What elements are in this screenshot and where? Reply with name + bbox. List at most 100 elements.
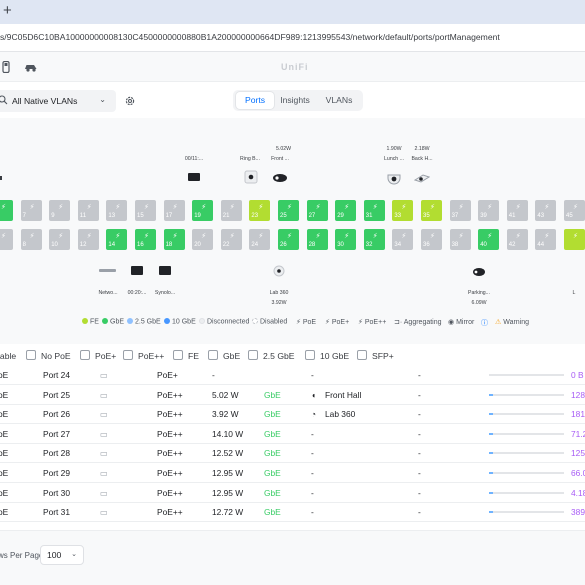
switch-port[interactable]: ⚡ 17 — [163, 200, 185, 221]
switch-port[interactable]: ⚡ 35 — [421, 200, 442, 221]
switch-port[interactable]: ⚡ 34 — [392, 229, 414, 250]
switch-port[interactable]: ⚡ 43 — [535, 200, 557, 221]
checkbox[interactable] — [248, 350, 258, 360]
device-label[interactable]: Lunch ... — [384, 156, 404, 162]
switch-port[interactable]: ⚡ 30 — [335, 229, 357, 250]
filter-chip[interactable]: SFP+ — [357, 346, 394, 366]
filter-chip[interactable]: GbE — [208, 346, 240, 366]
switch-port[interactable]: ⚡ 23 — [249, 200, 271, 221]
switch-port[interactable]: ⚡ 20 — [192, 229, 214, 250]
filter-chip[interactable]: PoE++ — [123, 346, 164, 366]
table-row[interactable]: oE Port 31 PoE++ 12.72 W GbE - - 389 ▭ — [0, 502, 585, 523]
table-row[interactable]: oE Port 28 PoE++ 12.52 W GbE - - 125 ▭ — [0, 443, 585, 464]
doorbell-device-icon[interactable] — [244, 170, 258, 184]
switch-port[interactable]: ⚡ 18 — [163, 229, 185, 250]
checkbox[interactable] — [173, 350, 183, 360]
filter-chip[interactable]: lable — [0, 346, 16, 366]
switch-port[interactable]: ⚡ 22 — [220, 229, 242, 250]
switch-port[interactable]: ⚡ 14 — [106, 229, 128, 250]
filter-chip[interactable]: PoE+ — [80, 346, 116, 366]
switch-port[interactable]: ⚡ — [564, 229, 585, 250]
address-bar[interactable]: s/9C05D6C10BA10000000008130C450000000088… — [0, 24, 585, 52]
switch-port[interactable]: ⚡ 11 — [77, 200, 99, 221]
switch-port[interactable]: ⚡ — [0, 229, 13, 250]
client-device-icon[interactable] — [0, 172, 6, 184]
filter-chip[interactable]: FE — [173, 346, 199, 366]
device-label[interactable]: Lab 360 — [269, 290, 289, 296]
gear-icon[interactable] — [124, 95, 136, 107]
switch-port[interactable]: ⚡ 21 — [220, 200, 242, 221]
device-label[interactable]: Parking... — [468, 290, 490, 296]
switch-port[interactable]: ⚡ 33 — [392, 200, 414, 221]
device-label[interactable]: Ring B... — [240, 156, 260, 162]
url-text[interactable]: s/9C05D6C10BA10000000008130C450000000088… — [0, 32, 500, 42]
switch-port[interactable]: ⚡ 38 — [449, 229, 471, 250]
switch-port[interactable]: ⚡ 29 — [335, 200, 357, 221]
switch-port[interactable]: ⚡ — [0, 200, 13, 221]
checkbox[interactable] — [305, 350, 315, 360]
checkbox[interactable] — [80, 350, 90, 360]
vehicle-icon[interactable] — [24, 61, 38, 73]
switch-port[interactable]: ⚡ 16 — [135, 229, 156, 250]
table-row[interactable]: oE Port 29 PoE++ 12.95 W GbE - - 66.0 ▭ — [0, 463, 585, 483]
rows-per-page-select[interactable]: 100 ⌄ — [40, 545, 84, 565]
switch-port[interactable]: ⚡ 24 — [249, 229, 271, 250]
switch-port[interactable]: ⚡ 42 — [506, 229, 528, 250]
camera-device-icon[interactable] — [414, 172, 430, 184]
switch-port[interactable]: ⚡ 45 — [564, 200, 585, 221]
filter-chip[interactable]: No PoE — [26, 346, 71, 366]
device-label[interactable]: Back H... — [411, 156, 433, 162]
switch-port[interactable]: ⚡ 25 — [278, 200, 299, 221]
switch-device-icon[interactable] — [187, 170, 201, 184]
switch-device-icon[interactable] — [130, 264, 144, 278]
table-row[interactable]: oE Port 27 PoE++ 14.10 W GbE - - 71.2 ▭ — [0, 424, 585, 444]
device-icon[interactable] — [2, 61, 10, 73]
tab-vlans[interactable]: VLANs — [325, 95, 353, 105]
filter-chip[interactable]: 2.5 GbE — [248, 346, 295, 366]
switch-port[interactable]: ⚡ 40 — [478, 229, 500, 250]
switch-port[interactable]: ⚡ 15 — [135, 200, 156, 221]
switch-port[interactable]: ⚡ 44 — [535, 229, 557, 250]
switch-port[interactable]: ⚡ 27 — [306, 200, 328, 221]
switch-port[interactable]: ⚡ 12 — [77, 229, 99, 250]
camera-device-icon[interactable] — [470, 266, 486, 278]
switch-port[interactable]: ⚡ 41 — [506, 200, 528, 221]
switch-port[interactable]: ⚡ 7 — [20, 200, 42, 221]
info-icon[interactable]: ⓘ — [481, 320, 488, 327]
filter-chip[interactable]: 10 GbE — [305, 346, 349, 366]
switch-port[interactable]: ⚡ 19 — [192, 200, 214, 221]
switch-port[interactable]: ⚡ 10 — [49, 229, 71, 250]
switch-port[interactable]: ⚡ 28 — [306, 229, 328, 250]
dome-camera-icon[interactable] — [386, 170, 402, 186]
switch-port[interactable]: ⚡ 9 — [49, 200, 71, 221]
table-row[interactable]: oE Port 26 PoE++ 3.92 W GbE Lab 360 - 181 ▭ ◔ — [0, 404, 585, 425]
switch-port[interactable]: ⚡ 36 — [421, 229, 442, 250]
switch-port[interactable]: ⚡ 8 — [20, 229, 42, 250]
device-label[interactable]: L — [572, 290, 576, 296]
switch-port[interactable]: ⚡ 37 — [449, 200, 471, 221]
device-label[interactable]: 00/11:... — [184, 156, 204, 162]
switch-port[interactable]: ⚡ 31 — [363, 200, 385, 221]
table-row[interactable]: oE Port 24 PoE+ - - - 0 B ▭ — [0, 370, 585, 385]
network-device-icon[interactable] — [98, 266, 118, 276]
table-row[interactable]: oE Port 30 PoE++ 12.95 W GbE - - 4.18 ▭ — [0, 483, 585, 503]
device-label[interactable]: Front ... — [271, 156, 289, 162]
switch-port[interactable]: ⚡ 26 — [278, 229, 299, 250]
camera-360-icon[interactable] — [272, 264, 286, 278]
device-label[interactable]: Netwo... — [98, 290, 118, 296]
table-row[interactable]: oE Port 25 PoE++ 5.02 W GbE Front Hall - 128 ▭ ◖ — [0, 385, 585, 405]
checkbox[interactable] — [26, 350, 36, 360]
camera-device-icon[interactable] — [272, 172, 288, 184]
nas-device-icon[interactable] — [158, 264, 172, 278]
checkbox[interactable] — [123, 350, 133, 360]
switch-port[interactable]: ⚡ 32 — [363, 229, 385, 250]
vlan-select[interactable]: All Native VLANs ⌄ — [0, 90, 116, 112]
checkbox[interactable] — [357, 350, 367, 360]
switch-port[interactable]: ⚡ 13 — [106, 200, 128, 221]
new-tab-button[interactable]: + — [3, 2, 12, 19]
tab-insights[interactable]: Insights — [280, 95, 310, 105]
device-label[interactable]: 00:20:... — [127, 290, 147, 296]
switch-port[interactable]: ⚡ 39 — [478, 200, 500, 221]
tab-ports[interactable]: Ports — [236, 92, 274, 109]
checkbox[interactable] — [208, 350, 218, 360]
